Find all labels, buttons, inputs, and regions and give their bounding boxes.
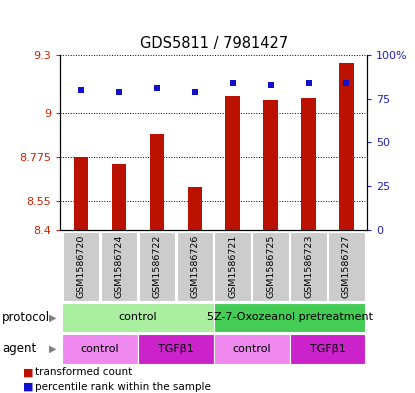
Text: TGFβ1: TGFβ1 bbox=[158, 344, 194, 354]
Text: GSM1586727: GSM1586727 bbox=[342, 235, 351, 298]
Text: percentile rank within the sample: percentile rank within the sample bbox=[35, 382, 211, 392]
Bar bbox=[62, 334, 138, 364]
Text: control: control bbox=[119, 312, 157, 322]
Bar bbox=[328, 232, 365, 301]
Text: GSM1586720: GSM1586720 bbox=[76, 235, 85, 298]
Bar bbox=[264, 100, 278, 230]
Bar bbox=[101, 232, 137, 301]
Text: ■: ■ bbox=[23, 382, 33, 392]
Text: GSM1586723: GSM1586723 bbox=[304, 235, 313, 298]
Point bbox=[154, 85, 160, 92]
Point bbox=[229, 80, 236, 86]
Bar bbox=[339, 63, 354, 230]
Bar bbox=[301, 98, 316, 230]
Text: ▶: ▶ bbox=[49, 344, 56, 354]
Text: control: control bbox=[232, 344, 271, 354]
Text: agent: agent bbox=[2, 342, 37, 355]
Text: control: control bbox=[81, 344, 119, 354]
Text: 5Z-7-Oxozeanol pretreatment: 5Z-7-Oxozeanol pretreatment bbox=[207, 312, 373, 322]
Bar bbox=[112, 164, 126, 230]
Text: GSM1586726: GSM1586726 bbox=[190, 235, 199, 298]
Bar bbox=[188, 187, 202, 230]
Bar bbox=[215, 232, 251, 301]
Bar bbox=[62, 303, 214, 332]
Bar bbox=[63, 232, 99, 301]
Bar bbox=[176, 232, 213, 301]
Bar bbox=[150, 134, 164, 230]
Title: GDS5811 / 7981427: GDS5811 / 7981427 bbox=[139, 36, 288, 51]
Point bbox=[116, 88, 122, 95]
Point bbox=[267, 82, 274, 88]
Text: GSM1586722: GSM1586722 bbox=[152, 235, 161, 298]
Point bbox=[78, 87, 84, 93]
Bar bbox=[74, 157, 88, 230]
Bar bbox=[214, 303, 365, 332]
Text: GSM1586725: GSM1586725 bbox=[266, 235, 275, 298]
Text: ▶: ▶ bbox=[49, 312, 56, 322]
Bar bbox=[252, 232, 289, 301]
Point bbox=[343, 80, 350, 86]
Text: TGFβ1: TGFβ1 bbox=[310, 344, 345, 354]
Text: ■: ■ bbox=[23, 367, 33, 377]
Point bbox=[305, 80, 312, 86]
Bar bbox=[138, 334, 214, 364]
Bar bbox=[290, 232, 327, 301]
Text: GSM1586721: GSM1586721 bbox=[228, 235, 237, 298]
Text: transformed count: transformed count bbox=[35, 367, 132, 377]
Bar bbox=[139, 232, 175, 301]
Bar bbox=[225, 96, 240, 230]
Text: GSM1586724: GSM1586724 bbox=[115, 235, 123, 298]
Bar bbox=[214, 334, 290, 364]
Text: protocol: protocol bbox=[2, 311, 50, 324]
Point bbox=[191, 88, 198, 95]
Bar bbox=[290, 334, 365, 364]
